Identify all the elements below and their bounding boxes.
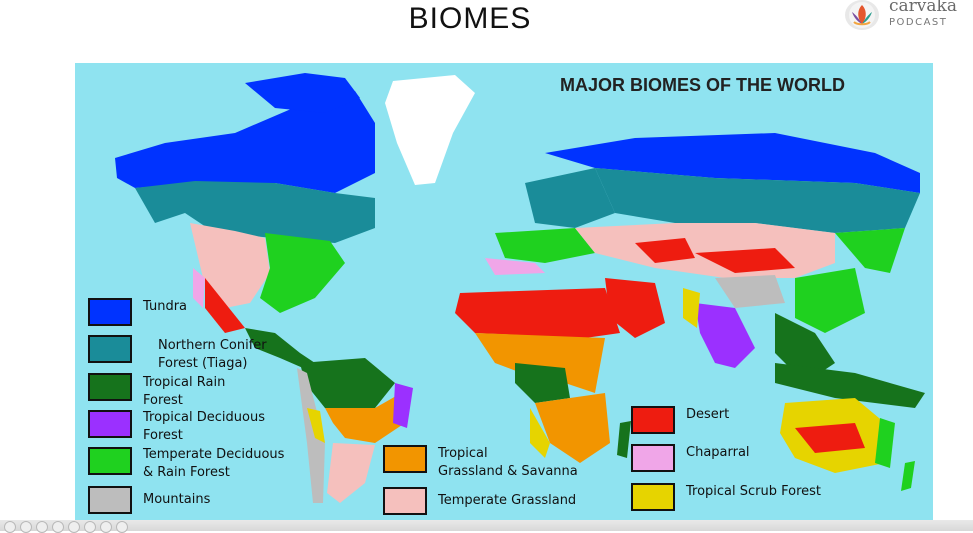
- podcast-logo: cārvāka PODCAST: [845, 0, 965, 34]
- world-map-graphic: [115, 73, 925, 503]
- sa-savanna: [325, 388, 410, 443]
- legend-label: Desert: [686, 407, 730, 422]
- europe-chaparral: [485, 258, 545, 275]
- central-america: [245, 328, 315, 368]
- biome-map: MAJOR BIOMES OF THE WORLD Tundra Norther…: [75, 63, 933, 523]
- legend-label: Tropical Deciduous Forest: [143, 410, 265, 443]
- control-icon[interactable]: [52, 521, 64, 533]
- africa-desert: [455, 288, 620, 338]
- sa-mountains: [297, 368, 325, 503]
- legend-label: Temperate Grassland: [438, 493, 577, 508]
- europe-forest: [495, 228, 595, 263]
- africa-rainforest: [515, 363, 570, 403]
- legend-swatch: [88, 335, 132, 363]
- na-tundra: [115, 91, 375, 193]
- legend-swatch: [631, 483, 675, 511]
- legend-label: Tropical Grassland & Savanna: [438, 446, 578, 479]
- europe-conifer: [525, 168, 615, 228]
- australia-forest: [875, 418, 895, 468]
- legend-label: Mountains: [143, 492, 211, 507]
- madagascar: [617, 421, 631, 458]
- control-icon[interactable]: [116, 521, 128, 533]
- na-temperate-forest: [260, 233, 345, 313]
- legend-label: Tropical Rain Forest: [143, 375, 226, 408]
- africa-south-savanna: [535, 393, 610, 463]
- logo-subtitle: PODCAST: [889, 17, 948, 28]
- asia-forest: [795, 268, 865, 333]
- na-chaparral: [193, 268, 205, 308]
- australia-desert: [795, 423, 865, 453]
- mideast-desert: [605, 278, 665, 338]
- asia-mountains: [715, 275, 785, 308]
- logo-name: cārvāka: [889, 0, 957, 16]
- asia-conifer: [595, 168, 920, 233]
- control-icon[interactable]: [84, 521, 96, 533]
- legend-swatch: [88, 486, 132, 514]
- legend-swatch: [88, 447, 132, 475]
- lotus-logo-icon: [845, 0, 879, 30]
- asia-tundra: [545, 133, 920, 193]
- asia-grassland: [575, 223, 835, 278]
- control-icon[interactable]: [100, 521, 112, 533]
- sa-deciduous: [393, 383, 413, 428]
- na-islands: [245, 73, 360, 113]
- sa-grassland: [327, 443, 375, 503]
- legend-swatch: [631, 444, 675, 472]
- sa-rainforest: [300, 358, 395, 408]
- indonesia: [775, 363, 925, 408]
- control-icon[interactable]: [36, 521, 48, 533]
- na-conifer: [135, 181, 375, 243]
- india-scrub: [683, 288, 700, 328]
- africa-scrub: [530, 408, 550, 458]
- legend-swatch: [88, 298, 132, 326]
- legend-swatch: [88, 373, 132, 401]
- map-title: MAJOR BIOMES OF THE WORLD: [560, 75, 845, 95]
- player-control-bar: [0, 520, 973, 531]
- control-icon[interactable]: [20, 521, 32, 533]
- greenland: [385, 75, 475, 185]
- legend-swatch: [88, 410, 132, 438]
- legend-label: Tropical Scrub Forest: [686, 484, 822, 499]
- legend-label: Tundra: [143, 299, 188, 314]
- new-zealand: [901, 461, 915, 491]
- control-icon[interactable]: [68, 521, 80, 533]
- asia-desert-2: [695, 248, 795, 273]
- control-icon[interactable]: [4, 521, 16, 533]
- legend-swatch: [383, 487, 427, 515]
- africa-savanna: [475, 333, 605, 393]
- legend-swatch: [383, 445, 427, 473]
- legend-label: Chaparral: [686, 445, 750, 460]
- slide-title: BIOMES: [408, 2, 532, 35]
- legend-label: Northern Conifer Forest (Tiaga): [158, 338, 267, 371]
- legend-swatch: [631, 406, 675, 434]
- legend-label: Temperate Deciduous & Rain Forest: [143, 447, 285, 480]
- india-deciduous: [695, 303, 755, 368]
- asia-desert: [635, 238, 695, 263]
- asia-east-forest: [835, 228, 905, 273]
- na-desert: [205, 278, 245, 333]
- sa-scrub: [307, 408, 325, 443]
